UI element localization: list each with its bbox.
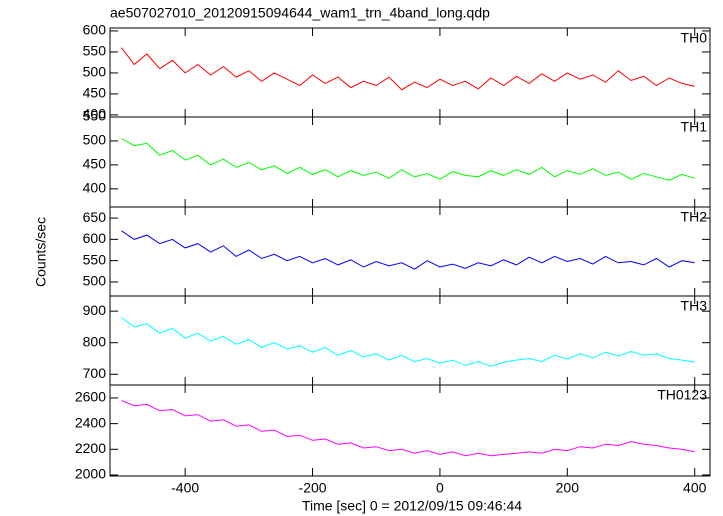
y-tick-label: 600 [83, 22, 107, 38]
x-tick-label: 400 [683, 480, 707, 496]
y-tick-label: 600 [83, 230, 107, 246]
y-tick-label: 550 [83, 251, 107, 267]
y-tick-label: 450 [83, 85, 107, 101]
y-tick-label: 550 [83, 108, 107, 124]
x-tick-label: -400 [171, 480, 199, 496]
panel-frame [109, 384, 711, 477]
data-line [121, 230, 695, 270]
panel-label: TH0 [681, 30, 708, 46]
y-tick-label: 800 [83, 333, 107, 349]
y-tick-label: 500 [83, 64, 107, 80]
x-tick-label: -200 [299, 480, 327, 496]
data-line [121, 138, 695, 181]
y-tick-label: 2400 [75, 414, 106, 430]
data-line [121, 47, 695, 91]
data-line [121, 317, 695, 367]
y-tick-label: 2200 [75, 440, 106, 456]
x-tick-label: 200 [556, 480, 580, 496]
y-axis-label: Counts/sec [33, 217, 49, 287]
panel-label: TH2 [681, 209, 708, 225]
x-tick-label: 0 [436, 480, 444, 496]
y-tick-label: 2600 [75, 389, 106, 405]
panel-frame [109, 295, 711, 386]
chart-title: ae507027010_20120915094644_wam1_trn_4ban… [110, 5, 490, 21]
x-axis-label: Time [sec] 0 = 2012/09/15 09:46:44 [302, 498, 522, 514]
panel-label: TH3 [681, 298, 708, 314]
panel-frame [109, 206, 711, 297]
y-tick-label: 550 [83, 43, 107, 59]
y-tick-label: 400 [83, 180, 107, 196]
y-tick-label: 700 [83, 365, 107, 381]
y-tick-label: 450 [83, 156, 107, 172]
y-tick-label: 650 [83, 209, 107, 225]
panel-label: TH0123 [657, 387, 707, 403]
y-tick-label: 900 [83, 302, 107, 318]
y-tick-label: 500 [83, 273, 107, 289]
panel-frame [109, 116, 711, 208]
y-tick-label: 400 [83, 106, 107, 122]
y-tick-label: 500 [83, 132, 107, 148]
y-tick-label: 2000 [75, 466, 106, 482]
data-line [121, 400, 695, 457]
panel-label: TH1 [681, 119, 708, 135]
